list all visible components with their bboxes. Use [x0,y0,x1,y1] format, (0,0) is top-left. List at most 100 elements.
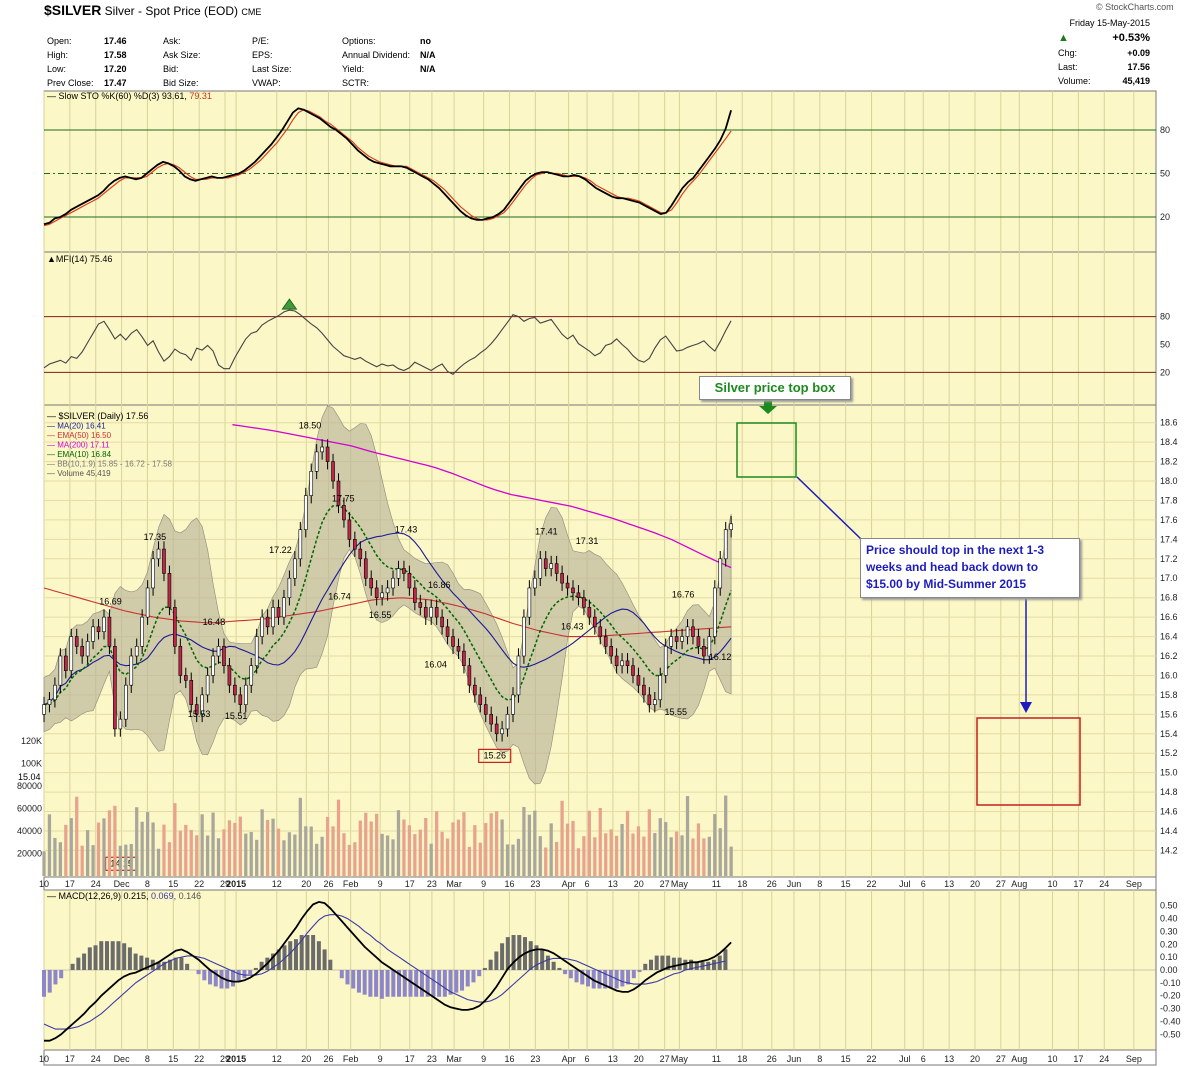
quote-value: +0.09 [1127,48,1150,58]
macd-histogram-bar [368,970,373,997]
date-label-bottom: 13 [944,1054,954,1064]
volume-bar [135,807,139,876]
price-label: 16.86 [428,580,451,590]
exchange: CME [241,7,262,17]
macd-tick-label: -0.50 [1160,1029,1181,1039]
macd-histogram-bar [122,943,127,970]
volume-bar [407,825,412,876]
forecast-connector [796,476,863,541]
macd-histogram-bar [528,941,533,970]
sto-legend-red: 79.31 [189,91,212,101]
date-label-bottom: 15 [168,1054,178,1064]
candle-body [527,587,532,618]
volume-bar [222,829,226,876]
candle-body [325,446,330,462]
candle-body [200,694,204,715]
macd-tick-label: -0.40 [1160,1016,1181,1026]
candle-body [598,626,603,637]
quote-label: Prev Close: [47,78,94,88]
date-label-bottom: 9 [378,1054,383,1064]
quote-label: Volume: [1058,76,1091,86]
quote-label: Open: [47,36,72,46]
date-label-bottom: 20 [970,1054,980,1064]
macd-histogram-bar [345,970,350,985]
macd-tick-label: 0.10 [1160,952,1178,962]
quote-summary: Friday 15-May-2015 ▲ +0.53% Chg: +0.09 Las… [1058,18,1150,92]
date-label: 6 [921,879,926,889]
candle-body [462,650,466,667]
candle-body [396,568,401,579]
volume-bar [282,840,286,876]
candle-body [216,645,221,657]
macd-histogram-bar [631,970,636,979]
volume-bar [244,833,248,876]
volume-bar [658,818,662,876]
volume-bar [156,848,161,876]
candle-body [342,505,346,521]
candle-body [418,602,423,608]
candle-body [145,587,150,618]
volume-bar [609,829,613,876]
macd-histogram-bar [540,949,545,970]
macd-histogram-bar [419,970,424,997]
date-label-bottom: 23 [530,1054,540,1064]
date-label: 16 [504,879,514,889]
volume-bar [625,810,630,876]
volume-bar [375,813,379,876]
macd-histogram-bar [110,941,115,970]
price-label: 16.12 [709,652,732,662]
price-legend-item: — MA(200) 17.11 [47,441,110,450]
quote-value: 17.46 [104,36,127,46]
volume-bar [315,843,319,876]
candle-body [533,577,537,589]
candle-body [134,645,139,657]
macd-histogram-bar [677,957,682,970]
macd-histogram-bar [574,970,579,983]
macd-histogram-bar [213,970,218,987]
candle-body [429,607,434,618]
candle-body [314,451,319,472]
volume-bar [75,796,79,876]
date-label: May [671,879,689,889]
candle-body [260,616,264,637]
date-label: 8 [817,879,822,889]
macd-histogram-bar [167,959,172,970]
candle-body [500,728,504,735]
volume-bar [391,839,395,876]
macd-histogram-bar [59,970,64,979]
price-label: 17.75 [332,493,355,503]
volume-bar [565,823,570,876]
date-label-bottom: 12 [272,1054,282,1064]
volume-bar [380,833,384,876]
panel-sto [43,90,1157,253]
volume-bar [489,813,493,876]
price-label: 15.26 [483,750,506,760]
price-label: 16.48 [203,617,226,627]
macd-histogram-bar [517,935,522,970]
candle-body [374,587,379,598]
candle-body [489,714,493,725]
volume-bar [522,806,526,876]
price-tick-label: 15.8 [1160,690,1178,700]
candle-body [636,675,641,686]
candle-body [402,568,406,574]
candle-body [718,558,723,589]
volume-bar [576,848,581,876]
candle-body [205,675,210,696]
macd-histogram-bar [70,963,75,970]
quote-label: Bid: [163,64,179,74]
volume-bar [636,826,641,876]
volume-bar [691,838,695,876]
volume-bar [298,797,302,876]
macd-signal-line [43,914,726,1030]
candle-body [434,607,439,618]
macd-histogram-bar [414,970,419,997]
macd-histogram-bar [305,935,310,970]
macd-histogram-bar [511,935,516,970]
price-tick-label: 15.4 [1160,729,1178,739]
forecast-note: Price should top in the next 1-3 weeks a… [860,538,1080,598]
candle-body [194,704,199,715]
candle-body [593,616,597,628]
date-label: Mar [446,879,462,889]
